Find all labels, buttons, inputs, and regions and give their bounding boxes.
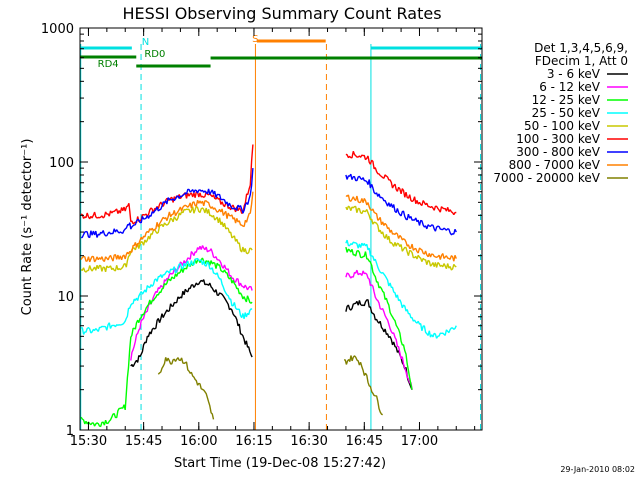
x-tick-label-6: 17:00 xyxy=(401,434,438,449)
series-line-2-segment-1 xyxy=(345,246,413,390)
legend-label-6: 300 - 800 keV xyxy=(516,145,600,159)
series-line-8-segment-0 xyxy=(157,357,215,420)
series-line-4-segment-0 xyxy=(80,205,253,273)
series-line-5-segment-1 xyxy=(345,151,457,216)
series-line-4-segment-1 xyxy=(345,205,457,271)
series-line-3-segment-1 xyxy=(345,239,457,339)
axes: 15:30 15:45 16:00 16:15 16:30 16:45 17:00 1 10 10… xyxy=(41,22,483,449)
x-tick-label-2: 16:00 xyxy=(180,434,217,449)
plot-frame xyxy=(79,27,483,431)
series-line-7-segment-0 xyxy=(80,191,254,263)
series-line-2-segment-0 xyxy=(80,257,253,428)
series-line-3-segment-0 xyxy=(80,257,253,335)
y-tick-label-3: 1000 xyxy=(41,22,74,37)
y-tick-label-2: 100 xyxy=(49,156,74,171)
x-tick-label-4: 16:30 xyxy=(290,434,327,449)
chart-title: HESSI Observing Summary Count Rates xyxy=(122,4,441,23)
series-line-6-segment-0 xyxy=(81,168,254,239)
legend-label-0: 3 - 6 keV xyxy=(547,67,601,81)
x-tick-label-5: 16:45 xyxy=(346,434,383,449)
series-line-8-segment-1 xyxy=(343,355,383,416)
annotation-label-rd0: RD0 xyxy=(144,49,165,60)
date-stamp: 29-Jan-2010 08:02 xyxy=(560,465,635,474)
x-tick-label-0: 15:30 xyxy=(70,434,107,449)
legend: Det 1,3,4,5,6,9,FDecim 1, Att 03 - 6 keV… xyxy=(493,41,628,185)
series-line-7-segment-1 xyxy=(345,194,457,262)
legend-label-1: 6 - 12 keV xyxy=(539,80,601,94)
y-tick-label-1: 10 xyxy=(57,290,74,305)
series-line-5-segment-0 xyxy=(80,144,254,225)
x-tick-label-3: 16:15 xyxy=(235,434,272,449)
series-line-0-segment-0 xyxy=(130,279,253,367)
legend-label-8: 7000 - 20000 keV xyxy=(493,171,600,185)
annotation-label-n: N xyxy=(142,37,149,48)
legend-header-0: Det 1,3,4,5,6,9, xyxy=(534,41,628,55)
legend-label-4: 50 - 100 keV xyxy=(524,119,601,133)
annotation-label-rd4: RD4 xyxy=(98,59,119,70)
annotation-label-s: S xyxy=(252,34,258,45)
legend-label-3: 25 - 50 keV xyxy=(532,106,601,120)
x-axis-label: Start Time (19-Dec-08 15:27:42) xyxy=(174,456,386,471)
y-axis-label: Count Rate (s⁻¹ detector⁻¹) xyxy=(20,139,35,316)
legend-label-5: 100 - 300 keV xyxy=(516,132,600,146)
x-tick-label-1: 15:45 xyxy=(125,434,162,449)
legend-header-1: FDecim 1, Att 0 xyxy=(535,54,628,68)
legend-label-2: 12 - 25 keV xyxy=(532,93,601,107)
legend-label-7: 800 - 7000 keV xyxy=(509,158,601,172)
series-line-1-segment-1 xyxy=(345,269,413,390)
series-line-6-segment-1 xyxy=(345,173,457,236)
y-tick-label-0: 1 xyxy=(66,424,74,439)
